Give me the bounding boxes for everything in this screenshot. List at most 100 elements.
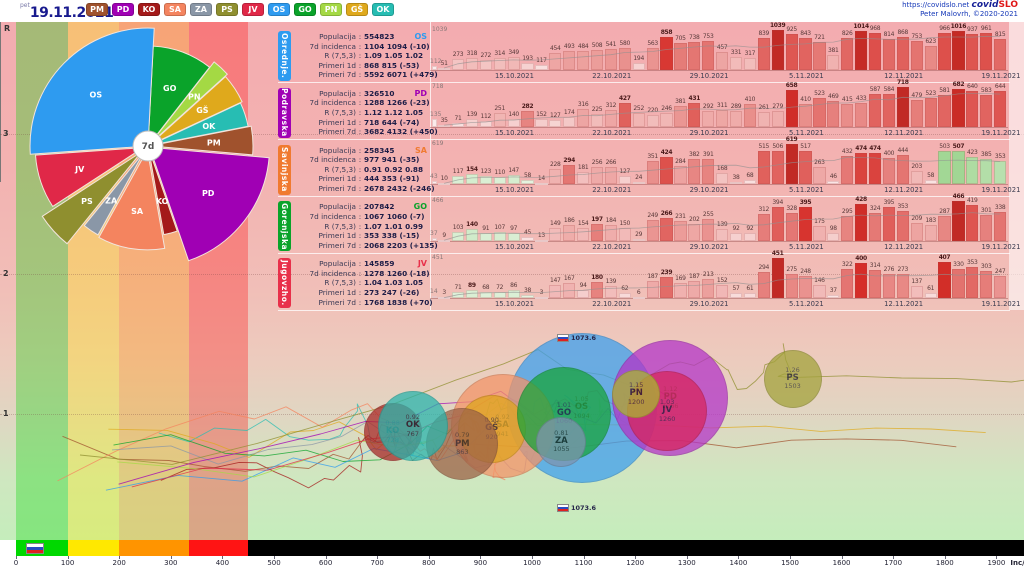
- daily-bar: [855, 103, 868, 127]
- bar-value-label: 937: [967, 26, 978, 33]
- daily-bar: [868, 153, 882, 184]
- pie-slice-pd[interactable]: [148, 146, 270, 262]
- panel-tab-go[interactable]: Gorenjska: [278, 201, 291, 252]
- panel-tab-os[interactable]: Osrednje.: [278, 31, 291, 81]
- daily-bar: [535, 183, 548, 185]
- pie-slice-os[interactable]: [29, 27, 155, 155]
- pie-center-circle: [132, 130, 164, 162]
- panel-rows: Populacija:326510 7d incidenca:1288 1266 …: [294, 89, 437, 137]
- bubble-za[interactable]: 0.81 ZA 1055: [536, 416, 587, 467]
- stat-separator: :: [358, 183, 362, 193]
- bar-value-label: 507: [952, 143, 965, 150]
- region-badge-gs[interactable]: GŠ: [346, 3, 368, 16]
- national-line: [0, 22, 1, 182]
- region-badge-pd[interactable]: PD: [112, 3, 134, 16]
- daily-bar: [660, 218, 673, 241]
- bubble-inc-value: 1055: [553, 445, 570, 454]
- region-badge-ok[interactable]: OK: [372, 3, 394, 16]
- r-gridline: [0, 134, 1024, 135]
- region-badge-ps[interactable]: PS: [216, 3, 238, 16]
- stat-value: 444 353 (-91): [364, 174, 420, 184]
- region-badge-os[interactable]: OS: [268, 3, 290, 16]
- bubble-pn[interactable]: 1.15 PN 1200: [612, 370, 661, 418]
- pie-slice-label: JV: [74, 165, 85, 174]
- region-badge-jv[interactable]: JV: [242, 3, 264, 16]
- daily-bar: [924, 46, 937, 70]
- bar-value-label: 353: [897, 203, 909, 210]
- pie-slice-pm[interactable]: [149, 125, 254, 156]
- daily-bar: [994, 161, 1007, 184]
- region-badge-ko[interactable]: KO: [138, 3, 160, 16]
- region-badge-pn[interactable]: PN: [320, 3, 342, 16]
- pie-slice-za[interactable]: [83, 151, 145, 236]
- daily-bar: [535, 297, 548, 299]
- partial-first-bar: [431, 119, 437, 127]
- pie-slice-ps[interactable]: [41, 151, 142, 245]
- region-badge-za[interactable]: ZA: [190, 3, 212, 16]
- bar-value-label: 658: [785, 82, 798, 89]
- bar-value-label: 338: [994, 204, 1006, 211]
- stat-value: 273 247 (-26): [364, 287, 420, 297]
- bar-value-label: 966: [939, 25, 950, 32]
- daily-bar: [813, 98, 826, 127]
- daily-bar: [966, 34, 979, 70]
- bar-value-label: 427: [618, 95, 631, 102]
- axis-tick: [377, 556, 379, 559]
- daily-bar: [674, 283, 687, 298]
- bubble-ps[interactable]: 1.26 PS 1503: [763, 349, 822, 408]
- daily-bar: [438, 297, 451, 299]
- stat-row: Populacija:258345: [294, 146, 422, 156]
- axis-tick: [274, 556, 275, 559]
- pie-slice-pn[interactable]: [150, 61, 229, 144]
- stat-value: 1288 1266 (-23): [364, 98, 430, 108]
- panel-tab-pd[interactable]: Podravska: [278, 87, 291, 138]
- stat-row: Primeri 1d:718 644 (-74): [294, 118, 422, 128]
- stat-separator: :: [358, 41, 362, 51]
- daily-bar: [785, 213, 798, 241]
- pie-slice-gs[interactable]: [149, 75, 243, 146]
- bar-value-label: 858: [660, 29, 673, 36]
- bar-value-label: 721: [814, 34, 825, 41]
- panel-tab-sa[interactable]: Savinjska: [278, 144, 291, 195]
- strip-min-label: 43: [430, 173, 438, 180]
- region-badge-sa[interactable]: SA: [164, 3, 186, 16]
- daily-bar: [757, 151, 770, 184]
- daily-bar: [451, 59, 465, 70]
- axis-tick: [119, 556, 121, 559]
- pie-slice-ko[interactable]: [148, 147, 178, 236]
- region-badge-pm[interactable]: PM: [86, 3, 108, 16]
- pie-slice-jv[interactable]: [34, 146, 146, 208]
- axis-tick-label: 1700: [884, 559, 903, 567]
- strip-min-label: 37: [430, 230, 438, 237]
- daily-bar: [493, 58, 506, 70]
- national-marker-bottom: 1073.6: [556, 504, 596, 512]
- bar-value-label: 353: [967, 259, 978, 266]
- pie-slice-sa[interactable]: [98, 148, 166, 251]
- daily-bar: [771, 207, 784, 241]
- daily-bar: [757, 214, 770, 241]
- axis-tick: [944, 556, 946, 559]
- panel-tab-jv[interactable]: Jugovzho.: [278, 258, 291, 309]
- daily-bar: [451, 123, 465, 127]
- daily-bar: [785, 144, 798, 184]
- date-label: 19.11.2021: [981, 243, 1021, 251]
- stat-separator: :: [358, 155, 362, 165]
- daily-bar: [451, 232, 465, 241]
- region-badge-go[interactable]: GO: [294, 3, 316, 16]
- date-label: 15.10.2021: [494, 243, 534, 251]
- daily-bar: [577, 228, 590, 241]
- stat-row: Populacija:554823: [294, 32, 422, 42]
- site-url-link[interactable]: https://covidslo.net: [902, 1, 970, 9]
- stat-row: 7d incidenca:1067 1060 (-7): [294, 212, 424, 222]
- stat-row: 7d incidenca:1104 1094 (-10): [294, 41, 429, 52]
- region-badge-bar: PM PD KO SA ZA PS JV OS GO PN GŠ OK: [86, 3, 394, 16]
- r-tick-label: 3: [3, 129, 9, 138]
- bar-value-label: 303: [980, 263, 992, 270]
- daily-bar: [646, 48, 659, 70]
- daily-bar: [980, 271, 993, 298]
- daily-bar: [910, 100, 923, 127]
- axis-tick-label: 700: [370, 559, 384, 567]
- bubble-ok[interactable]: 0.92 OK 767: [377, 391, 448, 462]
- bar-value-label: 466: [952, 193, 965, 200]
- bar-value-label: 239: [660, 269, 673, 276]
